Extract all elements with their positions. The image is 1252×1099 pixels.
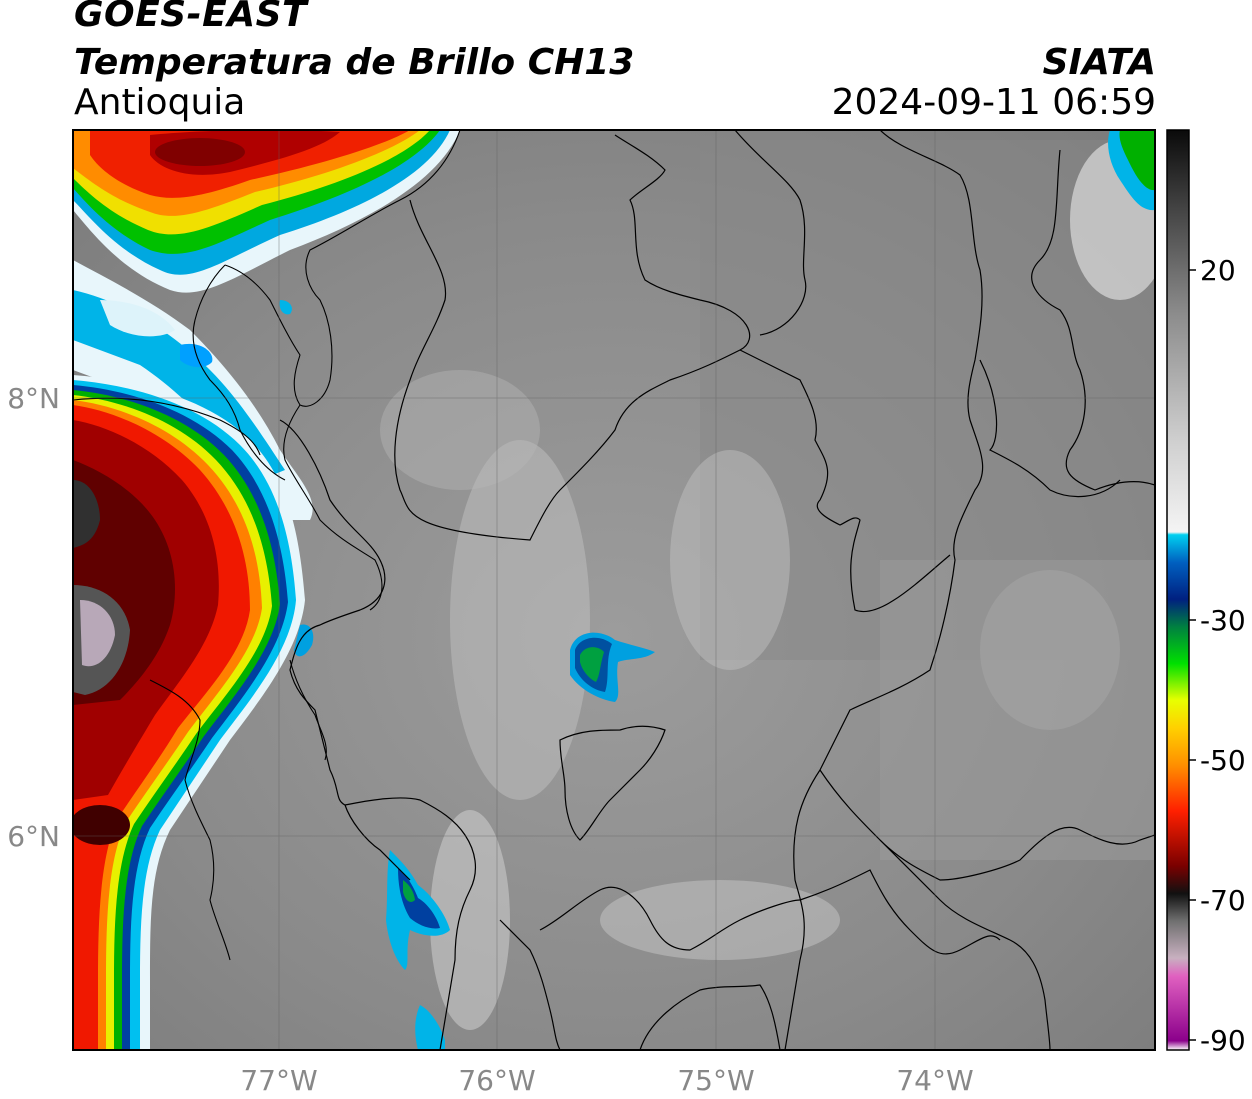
colorbar-tick-label: -50 <box>1200 744 1246 777</box>
lon-tick-label: 75°W <box>677 1064 754 1097</box>
lat-tick-label: 6°N <box>7 820 60 853</box>
central-cell <box>570 632 655 702</box>
coastline <box>73 130 461 961</box>
map-frame <box>72 129 1156 1051</box>
satellite-title: GOES-EAST <box>74 0 308 35</box>
colorbar <box>1166 129 1190 1051</box>
timestamp-label: 2024-09-11 06:59 <box>831 82 1156 123</box>
lon-tick-label: 76°W <box>458 1064 535 1097</box>
colorbar-tick-label: 20 <box>1200 254 1236 287</box>
brand-label: SIATA <box>1042 42 1156 83</box>
lon-tick-label: 77°W <box>240 1064 317 1097</box>
region-label: Antioquia <box>74 82 246 123</box>
colorbar-tick-label: -90 <box>1200 1024 1246 1057</box>
pacific-storm <box>73 375 305 1050</box>
lat-tick-label: 8°N <box>7 382 60 415</box>
colorbar-tick-label: -30 <box>1200 604 1246 637</box>
lon-tick-label: 74°W <box>896 1064 973 1097</box>
graticule <box>73 130 1155 1050</box>
product-title: Temperatura de Brillo CH13 <box>74 42 635 83</box>
colorbar-tick-label: -70 <box>1200 884 1246 917</box>
department-borders <box>279 130 1155 1050</box>
southern-cells <box>279 130 1155 1050</box>
